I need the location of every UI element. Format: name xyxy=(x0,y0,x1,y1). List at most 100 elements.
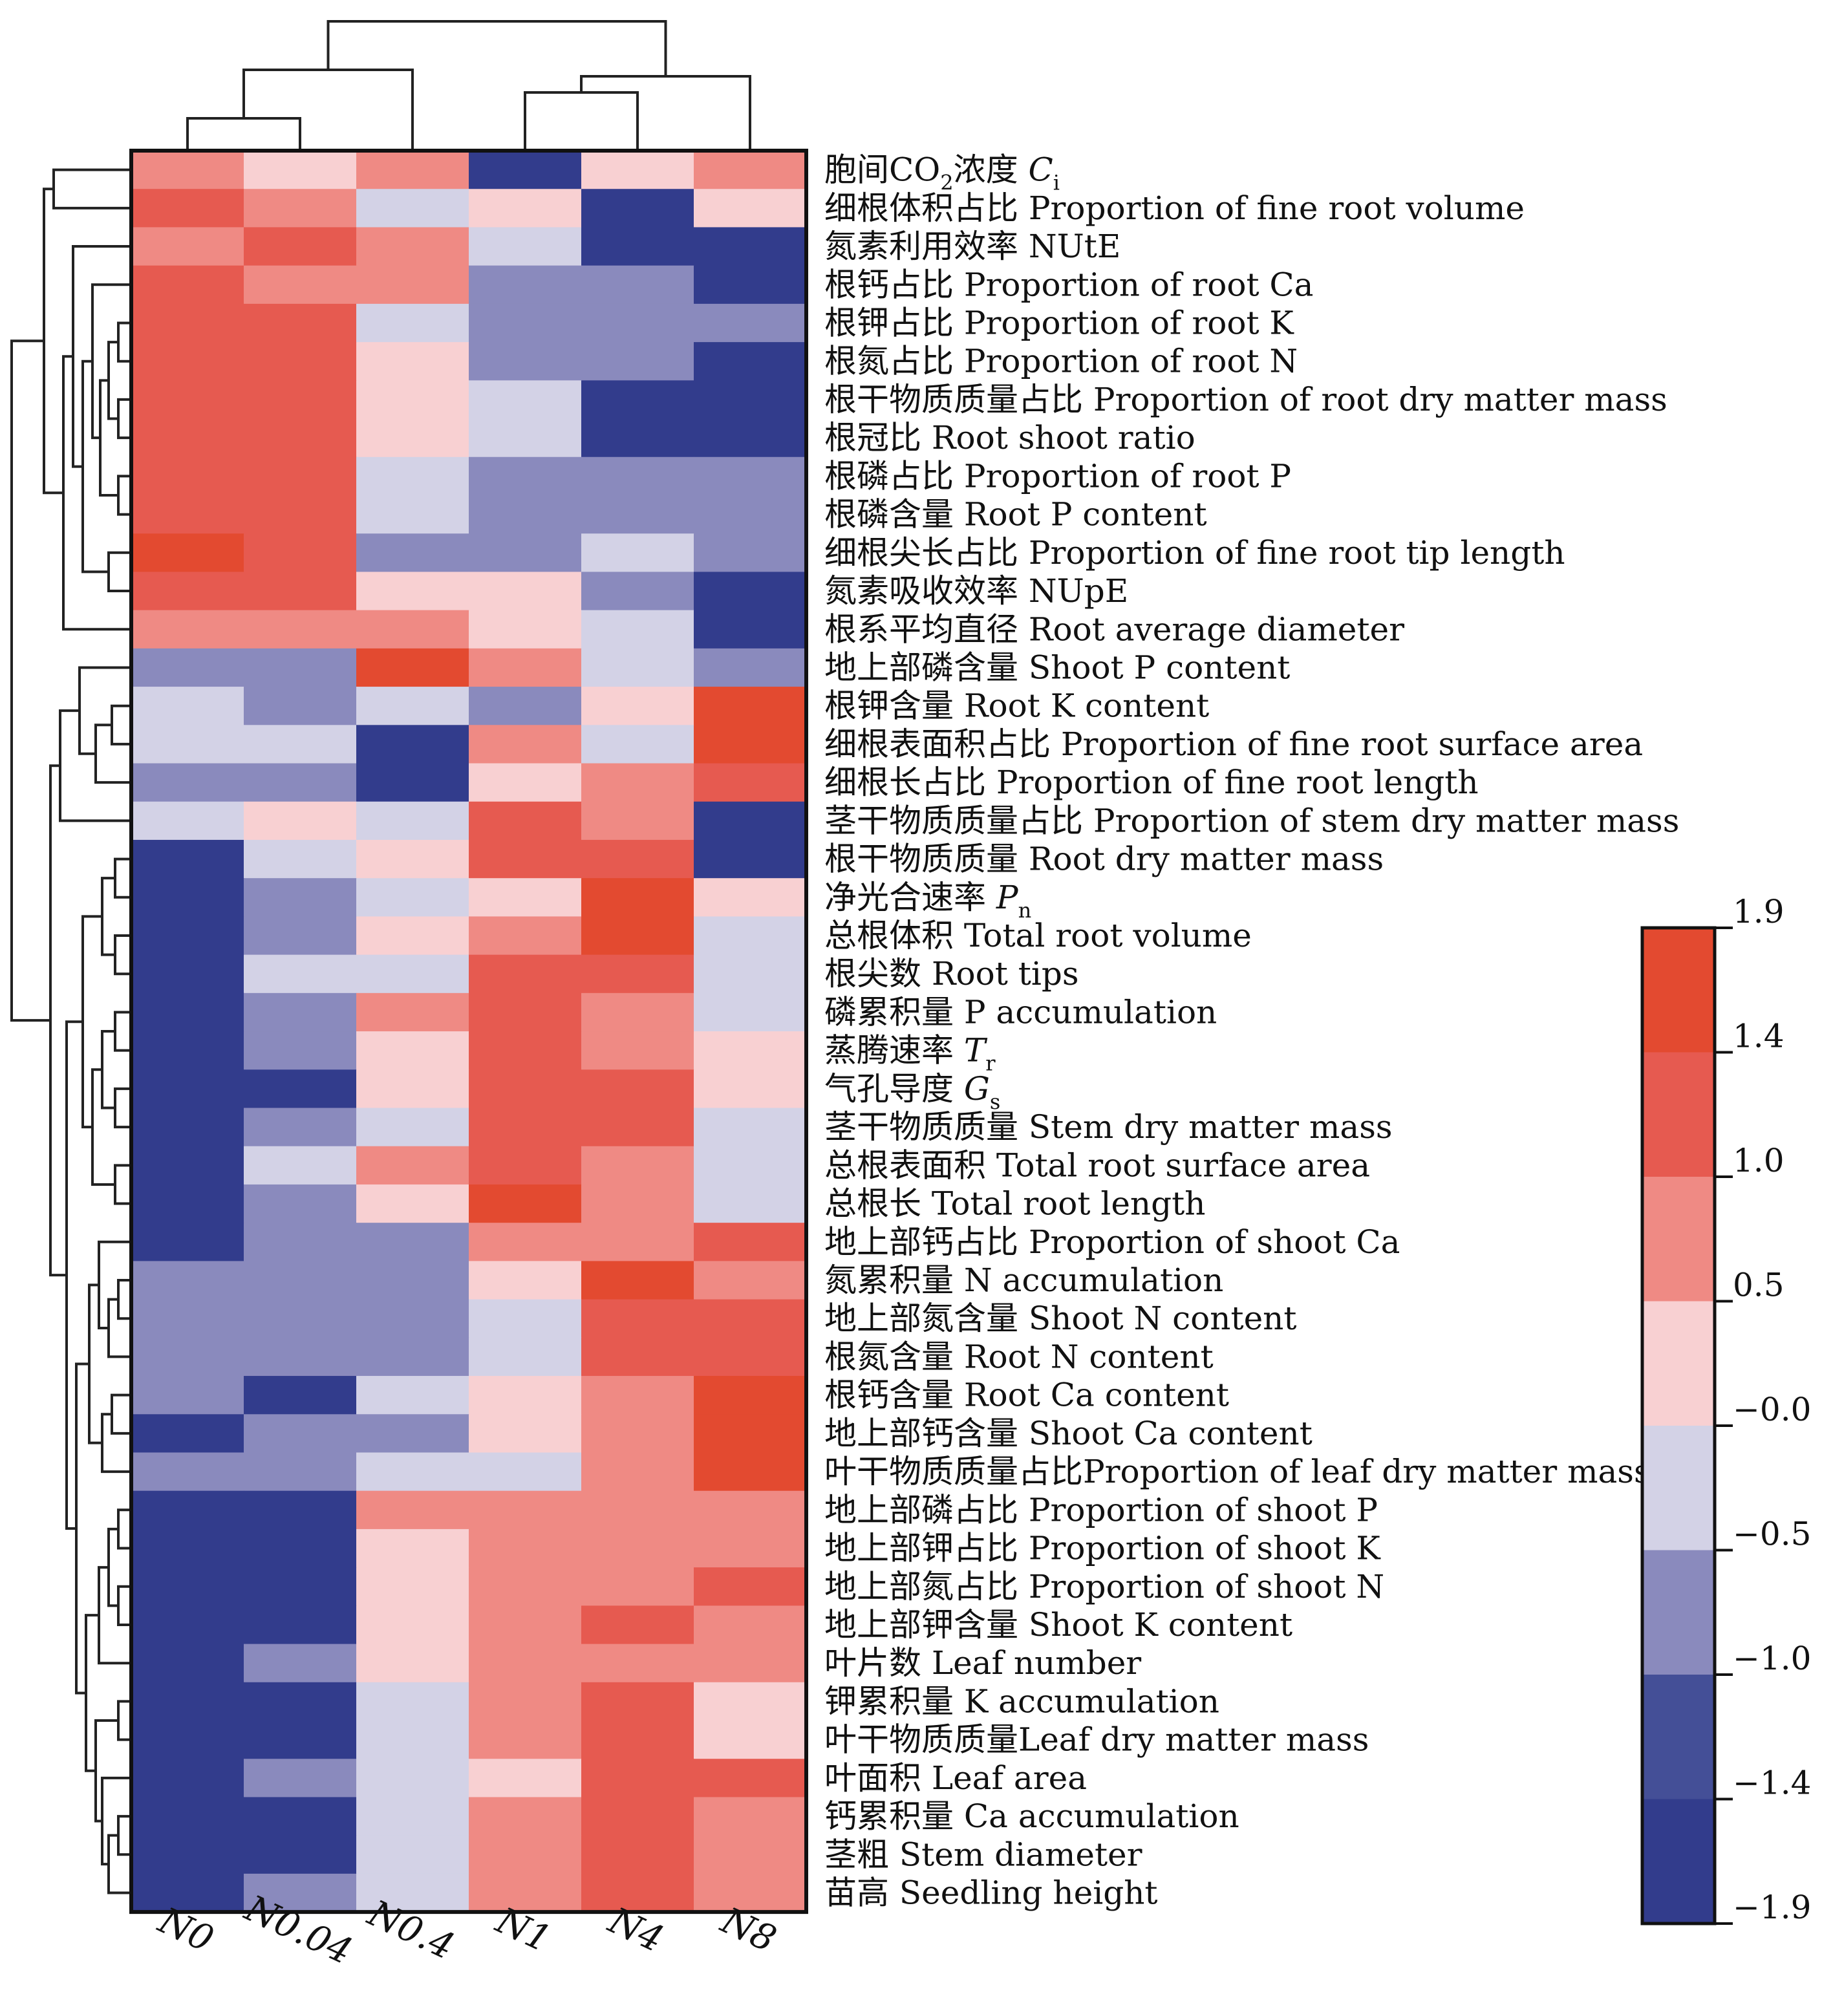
color-scale-tick-label: 1.9 xyxy=(1733,893,1785,930)
heatmap-cell xyxy=(694,1797,807,1836)
heatmap-cell xyxy=(469,1069,582,1109)
heatmap-cell xyxy=(244,303,357,343)
heatmap-cell xyxy=(131,1261,244,1300)
row-dendrogram-link xyxy=(107,1298,131,1358)
heatmap-cell xyxy=(694,954,807,994)
heatmap-cell xyxy=(131,1452,244,1492)
heatmap-cell xyxy=(469,1835,582,1874)
heatmap-cell xyxy=(244,648,357,687)
color-scale-bin xyxy=(1642,1052,1715,1177)
heatmap-cell xyxy=(581,1184,694,1223)
heatmap-cell xyxy=(581,1414,694,1453)
heatmap-cell xyxy=(581,1644,694,1683)
heatmap-cell xyxy=(581,725,694,764)
heatmap-cell xyxy=(244,1721,357,1759)
row-dendrogram-link xyxy=(107,1834,131,1894)
heatmap-cell xyxy=(131,1069,244,1109)
heatmap-cell xyxy=(694,1031,807,1070)
heatmap-cell xyxy=(131,227,244,266)
heatmap-cell xyxy=(581,1108,694,1147)
heatmap-cell xyxy=(131,1184,244,1223)
heatmap-cell xyxy=(131,839,244,879)
heatmap-cell xyxy=(131,1567,244,1606)
heatmap-cell xyxy=(581,1452,694,1492)
row-dendrogram-link xyxy=(114,1087,131,1129)
row-dendrogram-link xyxy=(94,724,131,784)
heatmap-cell xyxy=(356,1873,469,1913)
heatmap-cell xyxy=(244,1835,357,1874)
heatmap-cell xyxy=(356,418,469,458)
color-scale-bin xyxy=(1642,1426,1715,1551)
heatmap-cell xyxy=(581,648,694,687)
heatmap-cell xyxy=(244,1031,357,1070)
column-dendrogram xyxy=(186,20,751,151)
row-label: 细根体积占比 Proportion of fine root volume xyxy=(824,189,1525,227)
color-scale-bin xyxy=(1642,1799,1715,1924)
row-label: 茎干物质质量 Stem dry matter mass xyxy=(824,1108,1393,1146)
heatmap-cell xyxy=(469,1490,582,1530)
heatmap-cell xyxy=(131,1146,244,1185)
heatmap-cell xyxy=(694,1682,807,1721)
heatmap-cell xyxy=(694,1605,807,1645)
heatmap-cell xyxy=(131,342,244,381)
heatmap-cell xyxy=(694,1223,807,1261)
heatmap-cell xyxy=(356,1299,469,1338)
heatmap-cell xyxy=(356,1721,469,1759)
heatmap-cell xyxy=(244,151,357,189)
heatmap-cell xyxy=(131,572,244,611)
heatmap-cell xyxy=(694,1835,807,1874)
heatmap-cell xyxy=(131,687,244,725)
row-label: 根钾含量 Root K content xyxy=(824,687,1209,725)
heatmap-cell xyxy=(244,1223,357,1261)
heatmap-cell xyxy=(469,495,582,534)
heatmap-cell xyxy=(581,1261,694,1300)
row-label: 叶片数 Leaf number xyxy=(824,1644,1141,1682)
heatmap-cell xyxy=(469,916,582,956)
heatmap-cell xyxy=(356,380,469,420)
heatmap-cell xyxy=(244,610,357,649)
heatmap-cells xyxy=(131,151,807,1913)
row-dendrogram-link xyxy=(114,1164,131,1205)
heatmap-cell xyxy=(244,763,357,802)
heatmap-cell xyxy=(694,1261,807,1300)
heatmap-cell xyxy=(244,1567,357,1606)
heatmap-cell xyxy=(131,878,244,917)
row-label: 氮素吸收效率 NUpE xyxy=(824,572,1128,610)
heatmap-cell xyxy=(469,1644,582,1683)
heatmap-cell xyxy=(244,1261,357,1300)
row-label: 钾累积量 K accumulation xyxy=(824,1682,1219,1720)
color-scale-tick-label: −0.5 xyxy=(1733,1516,1811,1553)
heatmap-cell xyxy=(131,380,244,420)
row-dendrogram-link xyxy=(101,1776,131,1866)
row-label: 茎干物质质量占比 Proportion of stem dry matter m… xyxy=(824,802,1679,839)
heatmap-cell xyxy=(694,1414,807,1453)
heatmap-cell xyxy=(131,1490,244,1530)
heatmap-cell xyxy=(131,610,244,649)
heatmap-cell xyxy=(694,610,807,649)
heatmap-cell xyxy=(244,418,357,458)
heatmap-cell xyxy=(244,1759,357,1798)
heatmap-cell xyxy=(244,687,357,725)
heatmap-cell xyxy=(131,418,244,458)
row-label: 叶面积 Leaf area xyxy=(824,1759,1087,1797)
color-scale-tick-label: −1.9 xyxy=(1733,1889,1811,1926)
color-scale-bin xyxy=(1642,1675,1715,1800)
heatmap-cell xyxy=(244,1414,357,1453)
row-label: 地上部钙含量 Shoot Ca content xyxy=(824,1415,1313,1452)
heatmap-cell xyxy=(469,1759,582,1798)
row-label: 总根表面积 Total root surface area xyxy=(824,1146,1370,1184)
heatmap-cell xyxy=(469,1108,582,1147)
heatmap-cell xyxy=(581,533,694,573)
row-label: 总根长 Total root length xyxy=(824,1185,1205,1223)
row-label: 细根长占比 Proportion of fine root length xyxy=(824,764,1479,801)
heatmap-cell xyxy=(469,1299,582,1338)
heatmap-cell xyxy=(581,1337,694,1377)
row-label: 根磷含量 Root P content xyxy=(824,496,1207,533)
heatmap-cell xyxy=(694,725,807,764)
heatmap-cell xyxy=(244,1184,357,1223)
row-label: 根钙占比 Proportion of root Ca xyxy=(824,266,1314,303)
heatmap-cell xyxy=(694,227,807,266)
heatmap-cell xyxy=(469,1605,582,1645)
heatmap-cell xyxy=(131,1223,244,1261)
